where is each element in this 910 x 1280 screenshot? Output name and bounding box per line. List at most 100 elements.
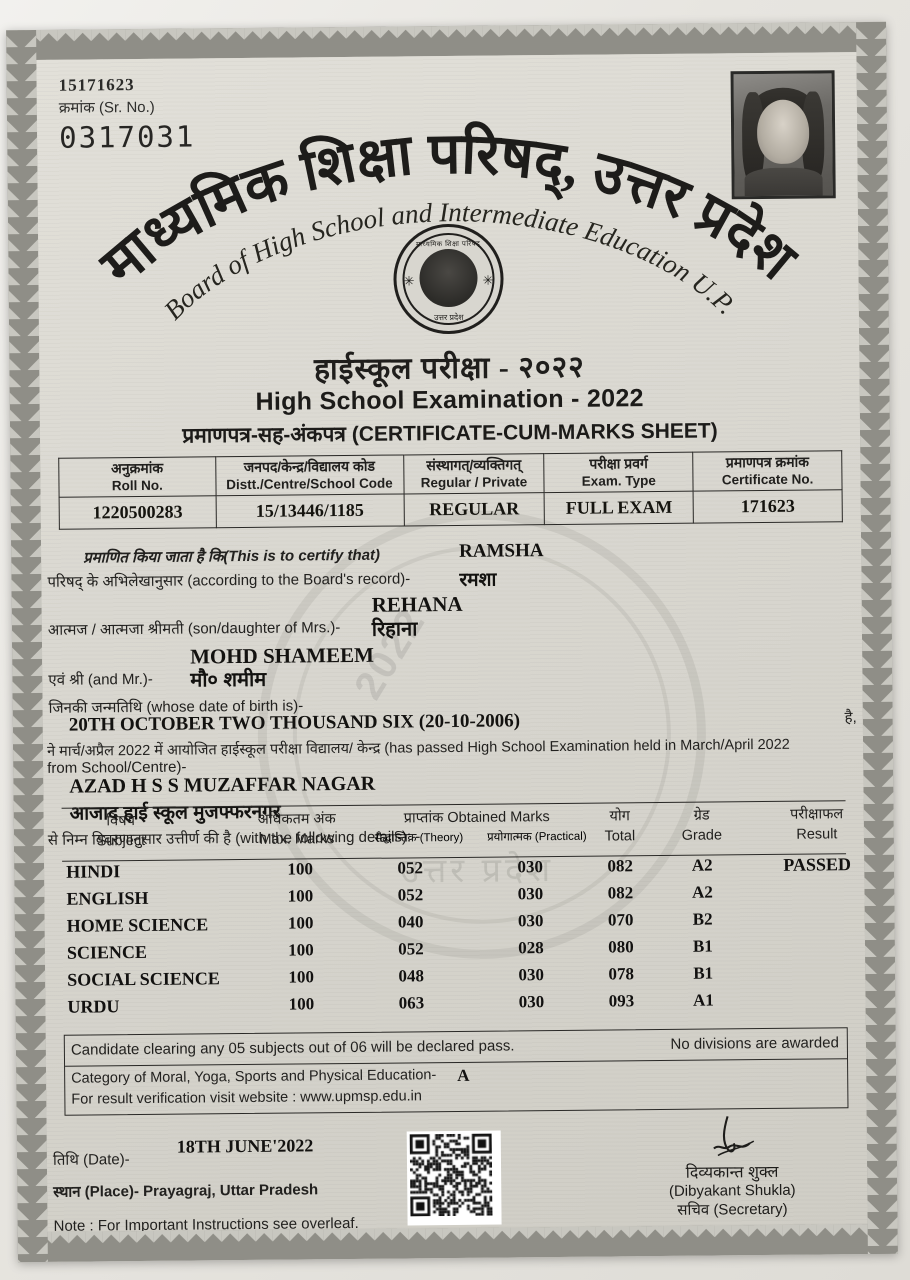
marks-cell-theory: 048 — [398, 966, 425, 986]
value-roll-no: 1220500283 — [59, 496, 216, 530]
emblem-star-left-icon: ✳ — [403, 273, 415, 289]
marks-cell-total: 093 — [608, 991, 635, 1011]
dob-value: 20TH OCTOBER TWO THOUSAND SIX (20-10-200… — [68, 710, 521, 736]
no-divisions-text: No divisions are awarded — [670, 1034, 839, 1053]
marks-header-total-hi: योग — [609, 808, 630, 825]
emblem-bottom-text: उत्तर प्रदेश — [434, 312, 464, 323]
certificate-body: 2022 उत्तर प्रदेश 15171623 क्रमांक (Sr. … — [36, 52, 868, 1232]
mother-name-hindi: रिहाना — [371, 618, 418, 641]
marks-cell-result — [753, 989, 867, 990]
school-name-english: AZAD H S S MUZAFFAR NAGAR — [69, 772, 376, 798]
marks-header-total-en: Total — [604, 828, 636, 845]
marks-cell-total: 082 — [607, 883, 634, 903]
marks-header-subject-hi: विषय — [106, 813, 136, 830]
marks-cell-practical: 028 — [518, 938, 544, 958]
marks-header-obtained-en: Obtained Marks — [447, 809, 550, 827]
marks-cell-grade: A1 — [692, 990, 714, 1010]
marks-cell-practical: 030 — [517, 911, 544, 931]
emblem-core-icon — [419, 248, 478, 308]
marks-cell-total: 070 — [607, 910, 634, 930]
info-header-certno: प्रमाणपत्र क्रमांक Certificate No. — [692, 450, 843, 492]
emblem-top-text: माध्यमिक शिक्षा परिषद् — [416, 240, 481, 249]
signatory-designation: सचिव (Secretary) — [677, 1200, 788, 1219]
notes-box: Candidate clearing any 05 subjects out o… — [63, 1027, 849, 1116]
marks-rows-container: HINDI 100 052 030 082 A2 PASSED ENGLISH 100 052 03… — [62, 854, 851, 1024]
marks-header-practical: प्रयोगात्मक (Practical) — [487, 830, 587, 844]
certify-label: प्रमाणित किया जाता है कि(This is to cert… — [83, 546, 381, 567]
info-header-code-en: Distt./Centre/School Code — [226, 475, 393, 492]
student-name-hindi: रमशा — [459, 569, 497, 591]
marks-header-result-en: Result — [796, 826, 838, 843]
marks-cell-total: 080 — [608, 937, 634, 957]
category-label: Category of Moral, Yoga, Sports and Phys… — [71, 1067, 437, 1087]
student-name-english: RAMSHA — [459, 540, 544, 562]
marks-cell-total: 082 — [607, 856, 633, 876]
value-certificate-no: 171623 — [693, 490, 843, 524]
marks-cell-practical: 030 — [518, 992, 545, 1012]
serial-number: 0317031 — [58, 119, 196, 155]
marks-cell-grade: A2 — [691, 855, 713, 875]
serial-block: 15171623 क्रमांक (Sr. No.) 0317031 — [58, 74, 196, 155]
passed-label: ने मार्च/अप्रैल 2022 में आयोजित हाईस्कूल… — [46, 736, 790, 760]
info-header-certno-en: Certificate No. — [721, 471, 814, 487]
info-value-row: 1220500283 15/13446/1185 REGULAR FULL EX… — [59, 490, 843, 530]
info-header-roll: अनुक्रमांक Roll No. — [58, 456, 216, 498]
photo-face — [756, 99, 810, 165]
info-header-roll-hi: अनुक्रमांक — [111, 459, 164, 477]
father-name-hindi: मौ० शमीम — [190, 668, 267, 692]
info-header-regular: संस्थागत्/व्यक्तिगत् Regular / Private — [403, 453, 545, 495]
marks-cell-theory: 040 — [397, 912, 424, 932]
marks-cell-practical: 030 — [517, 884, 544, 904]
marks-cell-grade: B2 — [692, 909, 713, 929]
marks-cell-result — [753, 935, 868, 936]
marks-cell-result — [753, 908, 868, 909]
date-label: तिथि (Date)- — [52, 1151, 130, 1169]
marks-header-theory: सैद्धान्तिक (Theory) — [374, 831, 464, 845]
marks-table: विषय Subject अधिकतम अंक Max. Marks प्राप… — [61, 800, 851, 1024]
marks-cell-subject: URDU — [67, 996, 120, 1017]
marks-cell-theory: 052 — [397, 885, 424, 905]
category-value: A — [457, 1065, 470, 1085]
info-header-regular-hi: संस्थागत्/व्यक्तिगत् — [426, 456, 522, 474]
mother-label: आत्मज / आत्मजा श्रीमती (son/daughter of … — [47, 619, 341, 639]
info-header-certno-hi: प्रमाणपत्र क्रमांक — [725, 453, 810, 471]
dob-suffix: है, — [844, 709, 857, 727]
pass-rule-text: Candidate clearing any 05 subjects out o… — [70, 1037, 515, 1059]
marks-header-row: विषय Subject अधिकतम अंक Max. Marks प्राप… — [61, 800, 847, 862]
marks-header-grade-hi: ग्रेड — [693, 807, 710, 824]
marks-cell-grade: A2 — [691, 882, 713, 902]
marks-cell-theory: 063 — [398, 993, 425, 1013]
marks-cell-grade: B1 — [693, 963, 714, 983]
info-header-code-hi: जनपद/केन्द्र/विद्यालय कोड — [243, 457, 375, 475]
marks-cell-max: 100 — [287, 913, 314, 933]
marks-cell-max: 100 — [288, 994, 315, 1014]
marks-header-max-hi: अधिकतम अंक — [257, 811, 336, 828]
marks-cell-result: PASSED — [783, 854, 852, 875]
certificate-subtitle: प्रमाणपत्र-सह-अंकपत्र (CERTIFICATE-CUM-M… — [182, 419, 718, 448]
value-regular: REGULAR — [403, 492, 545, 527]
marks-cell-grade: B1 — [692, 936, 713, 956]
signature-block: दिव्यकान्त शुक्ल (Dibyakant Shukla) सचिव… — [627, 1114, 838, 1220]
marks-cell-subject: ENGLISH — [66, 887, 149, 909]
info-header-regular-en: Regular / Private — [420, 473, 528, 490]
verification-text: For result verification visit website : … — [71, 1088, 422, 1108]
signatory-name-english: (Dibyakant Shukla) — [668, 1181, 796, 1200]
certificate-sheet: 2022 उत्तर प्रदेश 15171623 क्रमांक (Sr. … — [6, 21, 898, 1263]
marks-cell-subject: HOME SCIENCE — [66, 914, 209, 936]
info-header-examtype-hi: परीक्षा प्रवर्ग — [589, 455, 648, 472]
candidate-photo — [730, 70, 836, 200]
marks-cell-subject: SCIENCE — [66, 941, 148, 963]
date-value: 18TH JUNE'2022 — [176, 1135, 314, 1157]
info-header-roll-en: Roll No. — [111, 477, 163, 493]
info-header-code: जनपद/केन्द्र/विद्यालय कोड Distt./Centre/… — [215, 454, 404, 497]
marks-header-obtained-hi: प्राप्तांक — [403, 810, 444, 827]
marks-cell-total: 078 — [608, 964, 635, 984]
marks-header-subject-en: Subject — [96, 832, 146, 850]
marks-cell-theory: 052 — [398, 939, 424, 959]
value-exam-type: FULL EXAM — [544, 491, 694, 525]
marks-cell-subject: HINDI — [66, 861, 121, 882]
marks-header-max-en: Max. Marks — [259, 831, 335, 848]
photo-torso — [744, 167, 823, 197]
marks-cell-theory: 052 — [397, 858, 424, 878]
record-label: परिषद् के अभिलेखानुसार (according to the… — [47, 570, 411, 591]
